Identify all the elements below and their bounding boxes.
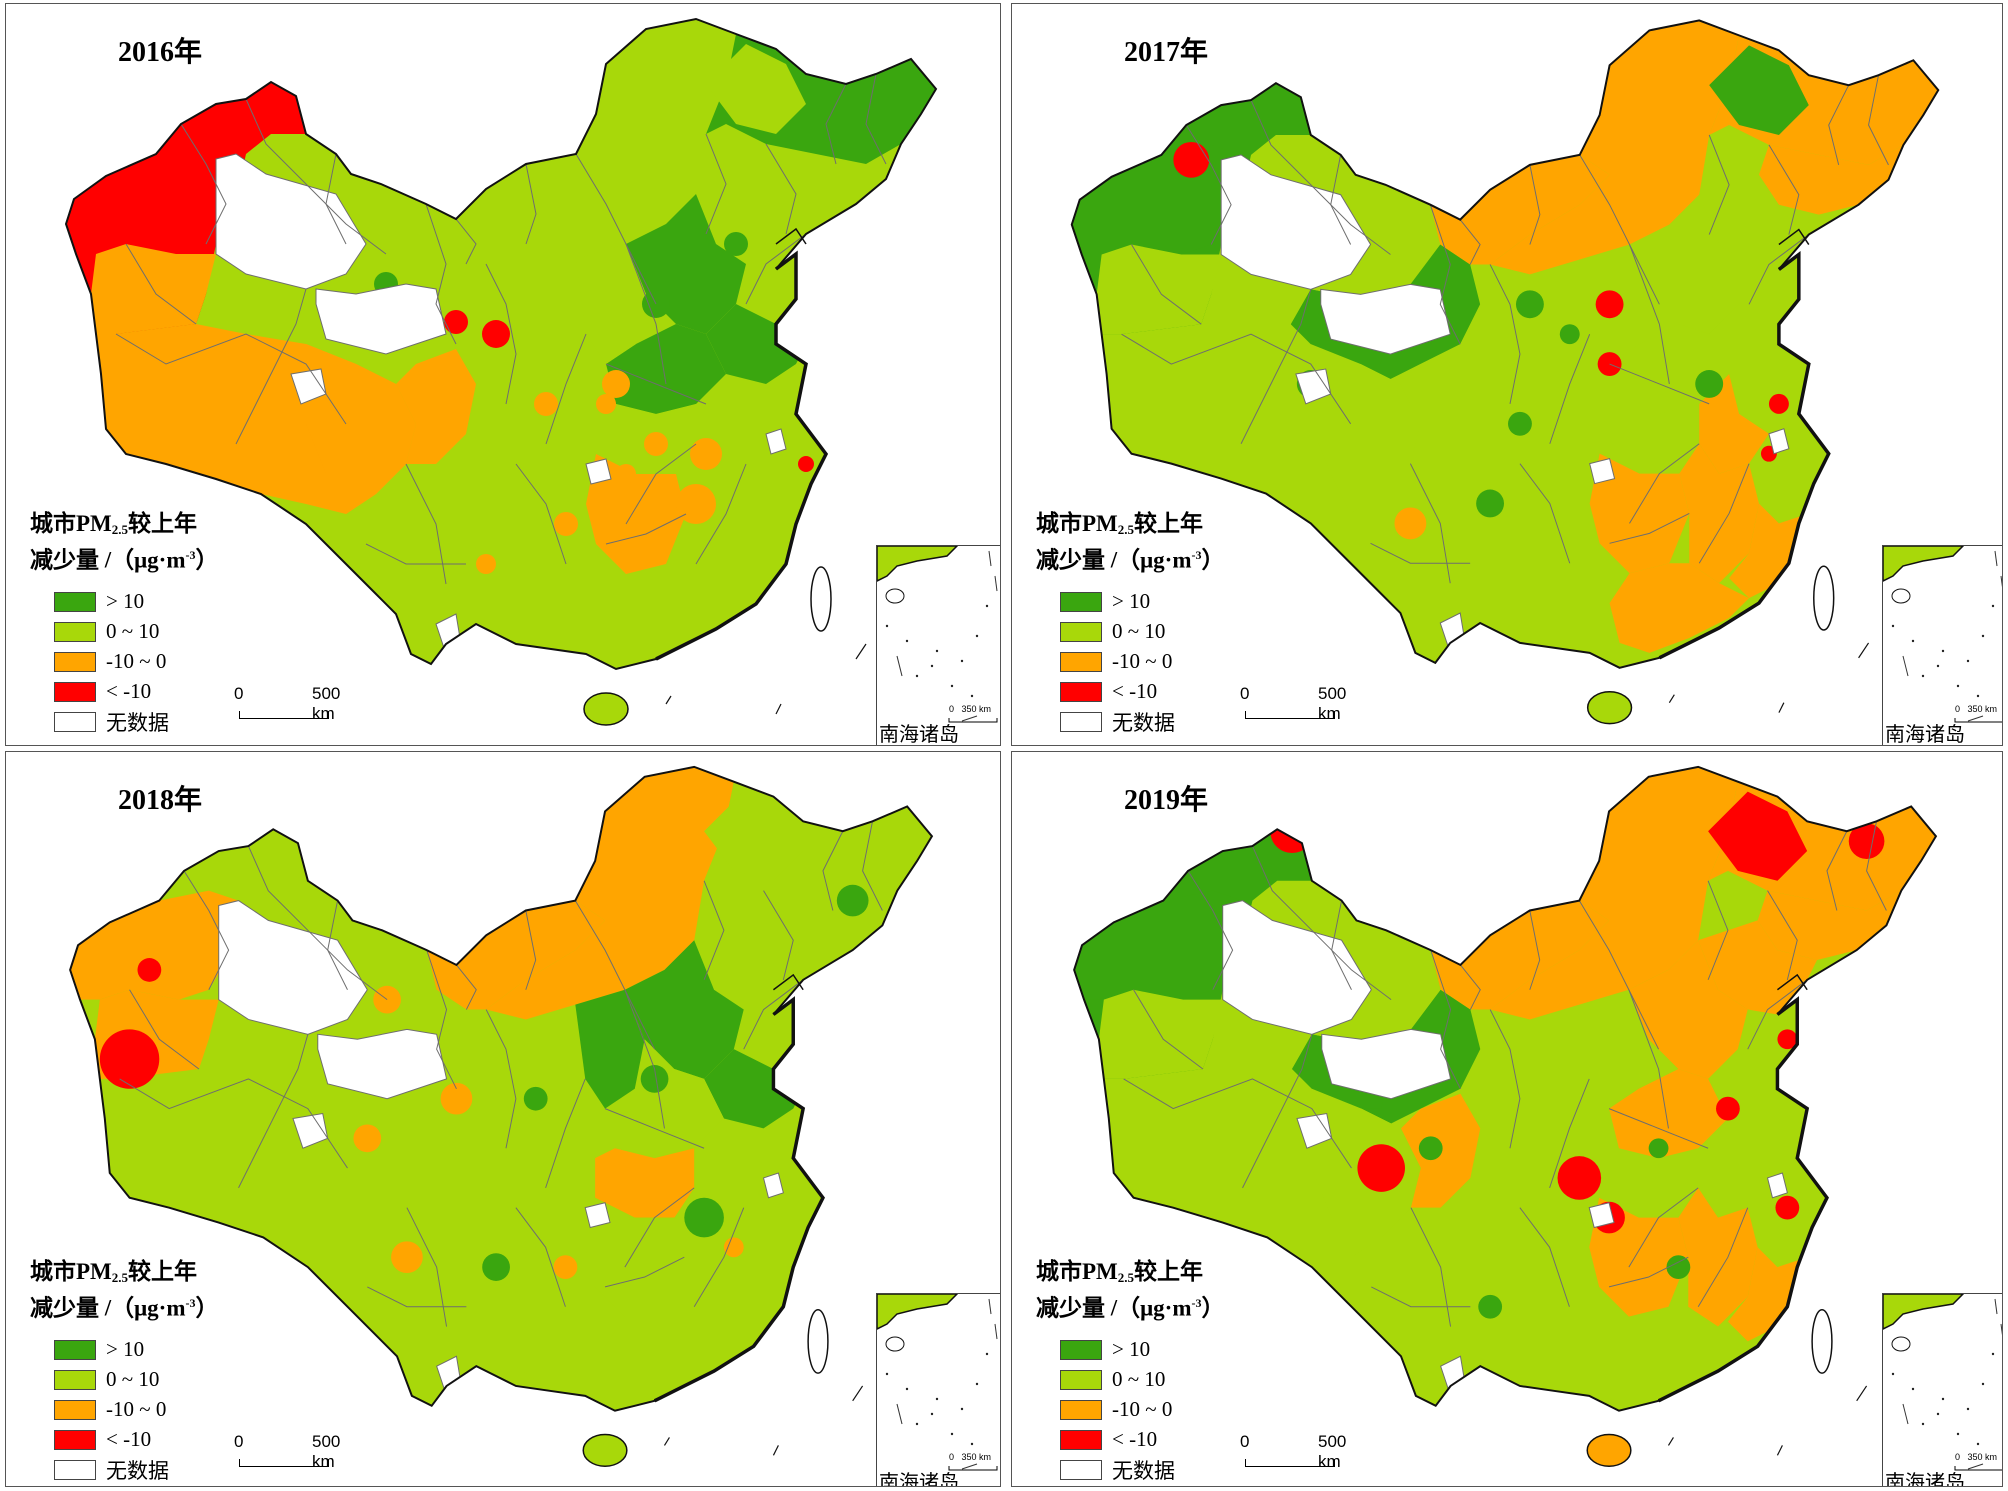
panel-title: 2017年 bbox=[1124, 37, 1209, 68]
scale-bar: 0 500 km bbox=[234, 684, 341, 723]
legend-item-neg10-0: -10 ~ 0 bbox=[54, 647, 219, 677]
south-china-sea-inset: 0 350 km 南海诸岛 bbox=[1882, 545, 2002, 746]
panel-title: 2016年 bbox=[118, 37, 203, 68]
legend-item-0-10: 0 ~ 10 bbox=[1060, 617, 1225, 647]
legend-item-neg10-0: -10 ~ 0 bbox=[1060, 647, 1225, 677]
inset-scale: 0 350 km bbox=[1955, 1452, 1998, 1462]
scale-bar: 0 500 km bbox=[1240, 1432, 1347, 1471]
legend-item-gt10: > 10 bbox=[1060, 587, 1225, 617]
inset-label: 南海诸岛 bbox=[879, 1472, 959, 1487]
inset-scale: 0 350 km bbox=[949, 704, 992, 714]
legend-item-no-data: 无数据 bbox=[1060, 707, 1225, 737]
legend-title: 城市PM2.5较上年 减少量 /（μg·m-3） bbox=[1036, 1259, 1225, 1321]
south-china-sea-inset: 0 350 km 南海诸岛 bbox=[876, 1293, 1000, 1487]
legend-item-neg10-0: -10 ~ 0 bbox=[1060, 1395, 1225, 1425]
legend-item-gt10: > 10 bbox=[54, 587, 219, 617]
legend: 城市PM2.5较上年 减少量 /（μg·m-3） > 10 0 ~ 10 -10… bbox=[30, 1257, 219, 1485]
china-map bbox=[1070, 19, 1940, 725]
china-map bbox=[69, 765, 934, 1467]
south-china-sea-inset: 0 350 km 南海诸岛 bbox=[876, 545, 1000, 746]
legend-item-lt-neg10: < -10 bbox=[54, 1425, 219, 1455]
legend-title: 城市PM2.5较上年 减少量 /（μg·m-3） bbox=[30, 1259, 219, 1321]
china-map bbox=[64, 17, 938, 726]
south-china-sea-inset: 0 350 km 南海诸岛 bbox=[1882, 1293, 2002, 1487]
legend: 城市PM2.5较上年 减少量 /（μg·m-3） > 10 0 ~ 10 -10… bbox=[1036, 509, 1225, 737]
legend: 城市PM2.5较上年 减少量 /（μg·m-3） > 10 0 ~ 10 -10… bbox=[1036, 1257, 1225, 1485]
legend-item-gt10: > 10 bbox=[1060, 1335, 1225, 1365]
legend-item-gt10: > 10 bbox=[54, 1335, 219, 1365]
legend-item-lt-neg10: < -10 bbox=[1060, 1425, 1225, 1455]
legend-item-0-10: 0 ~ 10 bbox=[54, 617, 219, 647]
inset-scale: 0 350 km bbox=[1955, 704, 1998, 714]
inset-label: 南海诸岛 bbox=[879, 724, 959, 746]
legend-title: 城市PM2.5较上年 减少量 /（μg·m-3） bbox=[30, 511, 219, 573]
map-panel-2018: 2018年 城市PM2.5较上年 减少量 /（μg·m-3） > 10 0 ~ … bbox=[5, 751, 1001, 1487]
map-panel-2016: 2016年 城市PM2.5较上年 减少量 /（μg·m-3） > 10 0 ~ … bbox=[5, 3, 1001, 746]
panel-title: 2018年 bbox=[118, 785, 203, 816]
map-panel-2019: 2019年 城市PM2.5较上年 减少量 /（μg·m-3） > 10 0 ~ … bbox=[1011, 751, 2003, 1487]
legend-title: 城市PM2.5较上年 减少量 /（μg·m-3） bbox=[1036, 511, 1225, 573]
legend-item-no-data: 无数据 bbox=[1060, 1455, 1225, 1485]
panel-title: 2019年 bbox=[1124, 785, 1209, 816]
scale-bar: 0 500 km bbox=[1240, 684, 1347, 723]
scale-bar: 0 500 km bbox=[234, 1432, 341, 1471]
legend-item-0-10: 0 ~ 10 bbox=[1060, 1365, 1225, 1395]
china-map bbox=[1073, 765, 1938, 1467]
legend-item-lt-neg10: < -10 bbox=[54, 677, 219, 707]
legend-item-0-10: 0 ~ 10 bbox=[54, 1365, 219, 1395]
inset-label: 南海诸岛 bbox=[1885, 724, 1965, 746]
legend-item-no-data: 无数据 bbox=[54, 1455, 219, 1485]
legend-item-neg10-0: -10 ~ 0 bbox=[54, 1395, 219, 1425]
inset-scale: 0 350 km bbox=[949, 1452, 992, 1462]
map-panel-2017: 2017年 城市PM2.5较上年 减少量 /（μg·m-3） > 10 0 ~ … bbox=[1011, 3, 2003, 746]
legend-item-lt-neg10: < -10 bbox=[1060, 677, 1225, 707]
legend-item-no-data: 无数据 bbox=[54, 707, 219, 737]
inset-label: 南海诸岛 bbox=[1885, 1472, 1965, 1487]
legend: 城市PM2.5较上年 减少量 /（μg·m-3） > 10 0 ~ 10 -10… bbox=[30, 509, 219, 737]
